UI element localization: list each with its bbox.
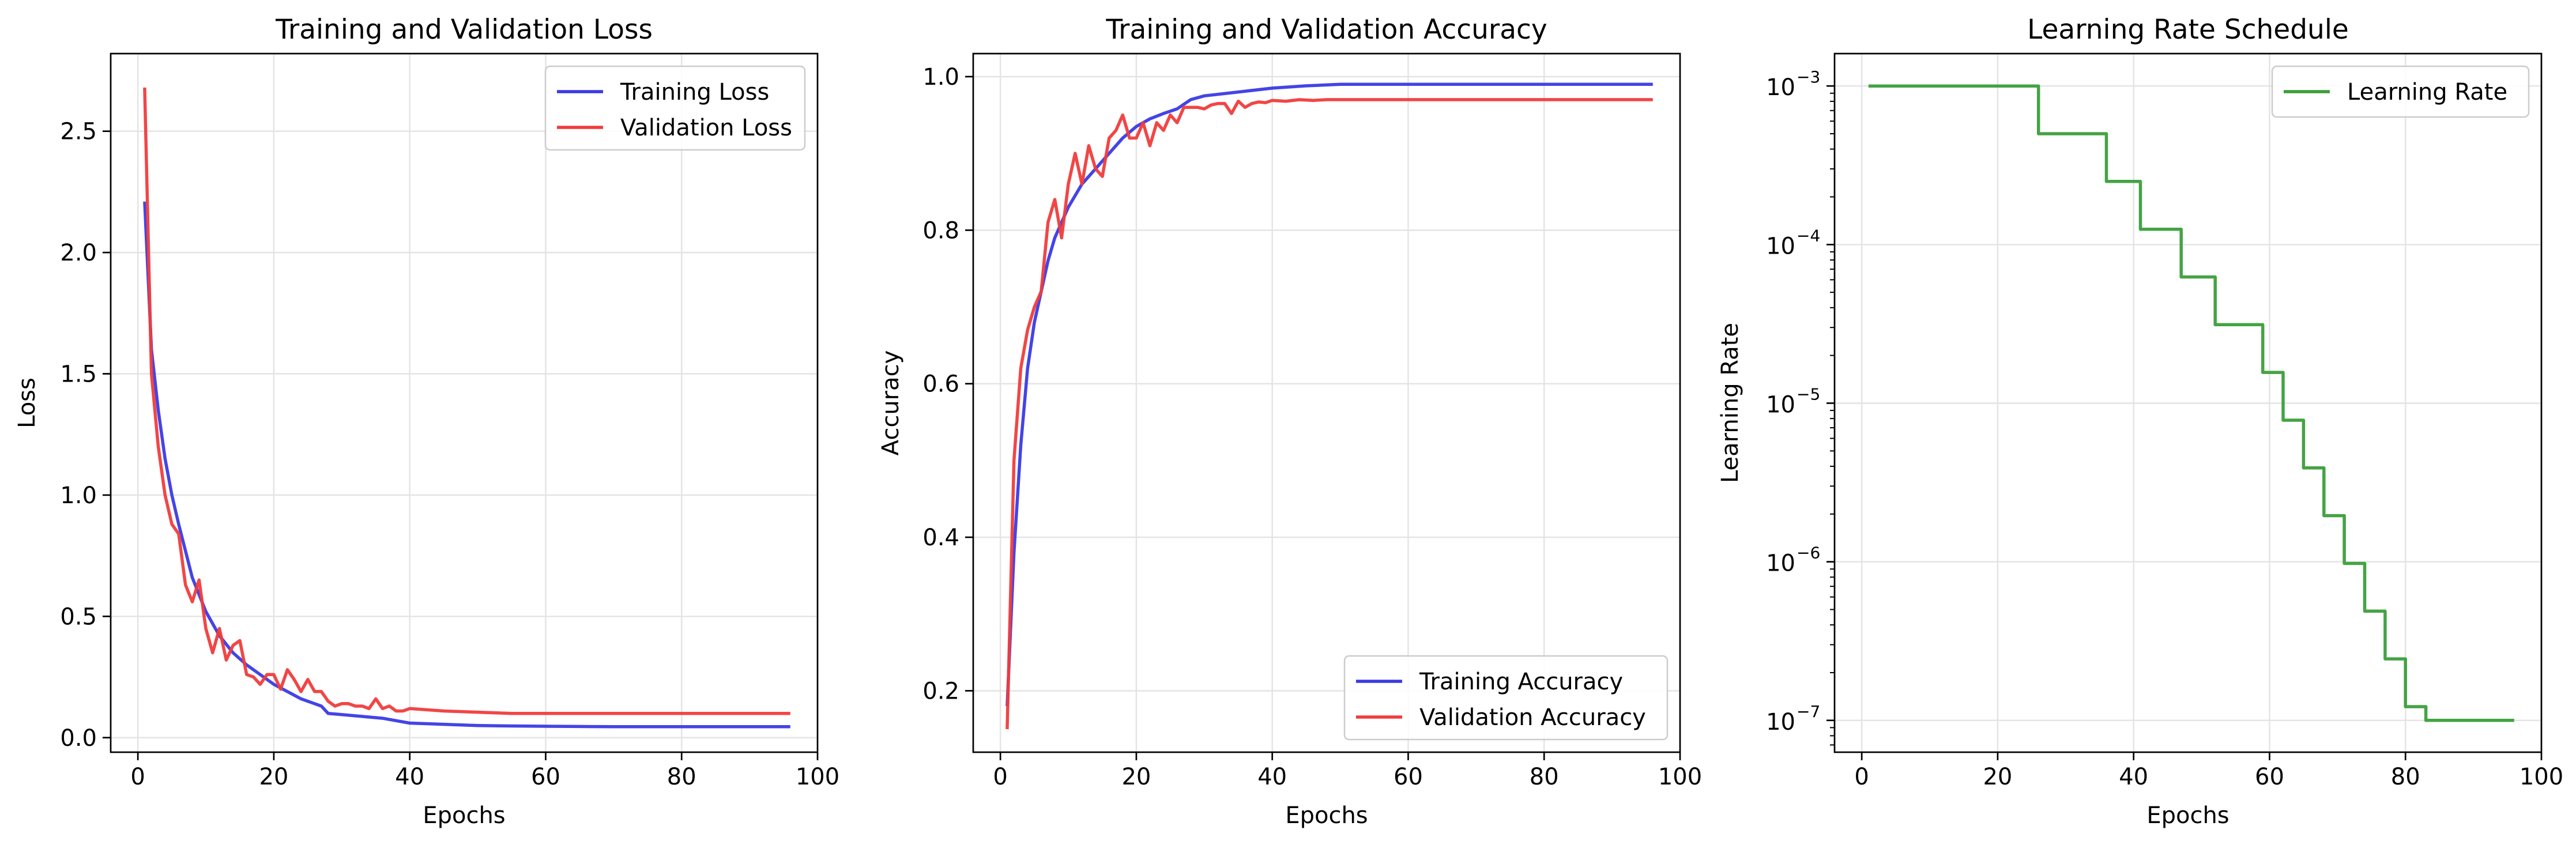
y-tick-label: 1.0 [60, 482, 97, 509]
y-tick-label: 0.0 [60, 725, 97, 752]
legend-label-1: Learning Rate [2347, 79, 2507, 105]
chart-panel-2: 0 20 40 60 80 100 0.2 0.4 0.6 0.8 1.0 Training and … [878, 14, 1702, 829]
y-tick-label-exponent: −5 [1797, 384, 1820, 403]
x-tick-label: 20 [1983, 764, 2012, 790]
series-line-2 [1005, 98, 1653, 730]
y-tick-label-base: 10 [1766, 391, 1795, 418]
x-tick-label: 0 [130, 764, 145, 790]
x-tick-label: 40 [2119, 764, 2148, 790]
series-line-1 [1868, 84, 2514, 722]
y-tick-label-exponent: −3 [1797, 67, 1820, 86]
x-axis-label: Epochs [1285, 802, 1368, 829]
legend-box [544, 65, 806, 151]
x-tick-label: 100 [1658, 764, 1702, 790]
legend-box [2271, 65, 2530, 118]
legend: Learning Rate [2271, 65, 2530, 118]
series-line-1 [143, 201, 790, 729]
x-tick-label: 0 [1854, 764, 1869, 790]
legend-label-2: Validation Accuracy [1419, 704, 1646, 731]
legend-label-2: Validation Loss [620, 115, 792, 141]
x-tick-label: 100 [796, 764, 839, 790]
x-tick-label: 80 [2391, 764, 2420, 790]
x-axis-label: Epochs [423, 802, 505, 829]
y-tick-label-base: 10 [1766, 550, 1795, 577]
x-tick-label: 20 [259, 764, 288, 790]
x-tick-label: 0 [993, 764, 1007, 790]
legend: Training Accuracy Validation Accuracy [1343, 655, 1669, 741]
y-tick-label: 0.5 [60, 603, 97, 630]
y-tick-label: 1.0 [922, 64, 959, 90]
y-tick-label: 2.0 [60, 240, 97, 266]
x-axis-label: Epochs [2146, 802, 2229, 829]
legend-box [1343, 655, 1669, 741]
plot-frame [110, 52, 819, 753]
legend-label-1: Training Loss [620, 79, 769, 105]
y-tick-label: 0.8 [922, 217, 959, 244]
chart-panel-1: 0 20 40 60 80 100 0.0 0.5 1.0 1.5 2.0 2.5 Training a… [14, 14, 839, 829]
chart-title: Training and Validation Loss [275, 14, 653, 46]
x-tick-label: 60 [1394, 764, 1423, 790]
x-tick-label: 100 [2519, 764, 2563, 790]
x-tick-label: 40 [1257, 764, 1287, 790]
x-tick-label: 80 [667, 764, 696, 790]
y-tick-label: 0.4 [922, 525, 959, 551]
y-tick-label: 0.2 [922, 678, 959, 704]
y-tick-label-exponent: −6 [1797, 544, 1820, 563]
y-tick-label-base: 10 [1766, 709, 1795, 735]
legend-label-1: Training Accuracy [1419, 669, 1623, 695]
y-tick-label-base: 10 [1766, 233, 1795, 259]
y-tick-label: 2.5 [60, 119, 97, 145]
legend: Training Loss Validation Loss [544, 65, 806, 151]
y-tick-label-exponent: −4 [1797, 226, 1820, 245]
chart-title: Learning Rate Schedule [2027, 14, 2349, 46]
y-axis-label: Loss [14, 378, 40, 428]
plot-frame [972, 52, 1681, 753]
x-tick-label: 40 [395, 764, 424, 790]
series-line-2 [143, 87, 790, 715]
y-tick-label: 0.6 [922, 371, 959, 398]
y-tick-label-base: 10 [1766, 74, 1795, 101]
y-tick-label-exponent: −7 [1797, 702, 1820, 721]
x-tick-label: 80 [1530, 764, 1559, 790]
x-tick-label: 20 [1121, 764, 1151, 790]
y-axis-label: Accuracy [878, 350, 904, 456]
chart-title: Training and Validation Accuracy [1105, 14, 1547, 46]
x-tick-label: 60 [531, 764, 560, 790]
y-tick-label: 1.5 [60, 361, 97, 388]
y-axis-label: Learning Rate [1717, 323, 1743, 483]
x-tick-label: 60 [2255, 764, 2284, 790]
